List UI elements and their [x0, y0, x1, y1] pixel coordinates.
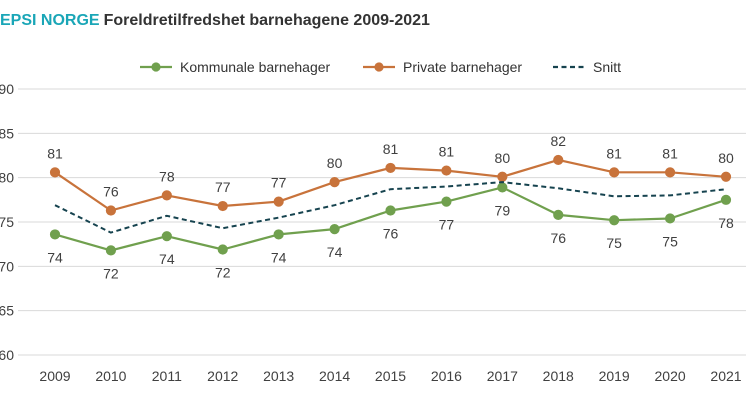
data-label-kommunale-barnehager-2016: 77	[439, 217, 455, 233]
marker-private-barnehager-2021	[720, 171, 732, 182]
data-label-kommunale-barnehager-2017: 79	[495, 202, 511, 218]
data-label-kommunale-barnehager-2012: 72	[215, 264, 231, 280]
y-tick-80: 80	[0, 170, 14, 186]
marker-private-barnehager-2014	[329, 177, 340, 188]
marker-private-barnehager-2010	[105, 205, 117, 216]
y-tick-70: 70	[0, 258, 14, 274]
data-label-private-barnehager-2013: 77	[271, 175, 287, 191]
marker-kommunale-barnehager-2010	[105, 245, 117, 256]
chart-title: EPSI NORGE Foreldretilfredshet barnehagen…	[0, 12, 430, 30]
chart-series	[49, 154, 732, 256]
marker-kommunale-barnehager-2014	[329, 223, 340, 235]
x-tick-2015: 2015	[375, 368, 406, 384]
y-tick-90: 90	[0, 81, 14, 97]
data-label-kommunale-barnehager-2020: 75	[662, 233, 678, 249]
legend-marker-private-barnehager	[374, 62, 384, 72]
data-label-kommunale-barnehager-2014: 74	[327, 244, 343, 260]
data-label-kommunale-barnehager-2021: 78	[718, 215, 734, 231]
data-label-private-barnehager-2017: 80	[495, 150, 511, 166]
x-tick-2011: 2011	[152, 368, 182, 384]
legend-marker-kommunale-barnehager	[151, 62, 161, 72]
x-tick-2018: 2018	[543, 368, 574, 384]
marker-private-barnehager-2012	[217, 200, 228, 212]
x-tick-2019: 2019	[599, 368, 630, 384]
data-label-private-barnehager-2011: 78	[159, 168, 175, 184]
x-tick-2014: 2014	[319, 368, 350, 384]
legend-label-snitt: Snitt	[593, 59, 621, 75]
y-tick-85: 85	[0, 125, 14, 141]
data-label-private-barnehager-2020: 81	[662, 145, 678, 161]
data-label-private-barnehager-2015: 81	[383, 141, 399, 157]
marker-kommunale-barnehager-2021	[720, 194, 732, 205]
data-label-private-barnehager-2010: 76	[103, 183, 119, 199]
data-label-private-barnehager-2009: 81	[47, 145, 63, 161]
marker-kommunale-barnehager-2019	[609, 215, 620, 226]
legend-label-kommunale-barnehager: Kommunale barnehager	[180, 59, 331, 75]
data-label-private-barnehager-2021: 80	[718, 150, 734, 166]
marker-kommunale-barnehager-2017	[497, 182, 508, 193]
data-label-kommunale-barnehager-2013: 74	[271, 249, 287, 265]
data-label-private-barnehager-2016: 81	[439, 144, 455, 160]
marker-private-barnehager-2017	[497, 171, 508, 182]
x-tick-2016: 2016	[431, 368, 462, 384]
marker-private-barnehager-2020	[664, 167, 676, 178]
marker-kommunale-barnehager-2018	[553, 209, 564, 221]
x-tick-2010: 2010	[95, 368, 126, 384]
x-tick-2020: 2020	[655, 368, 686, 384]
data-label-kommunale-barnehager-2010: 72	[103, 265, 119, 281]
y-tick-60: 60	[0, 347, 14, 363]
data-label-kommunale-barnehager-2019: 75	[606, 235, 622, 251]
data-label-private-barnehager-2014: 80	[327, 155, 343, 171]
marker-kommunale-barnehager-2009	[49, 229, 61, 240]
brand-name: EPSI NORGE	[0, 12, 100, 29]
marker-private-barnehager-2019	[609, 167, 620, 178]
data-label-kommunale-barnehager-2011: 74	[159, 251, 175, 267]
data-label-private-barnehager-2018: 82	[550, 133, 566, 149]
marker-private-barnehager-2015	[385, 162, 396, 174]
series-line-snitt	[54, 181, 727, 234]
marker-kommunale-barnehager-2011	[161, 231, 172, 242]
x-axis-ticks: 2009 2010 2011 2012 2013 2014 2015 2016 2017 2018…	[39, 368, 741, 384]
y-tick-75: 75	[0, 214, 14, 230]
marker-kommunale-barnehager-2020	[664, 213, 676, 224]
x-tick-2021: 2021	[710, 368, 741, 384]
chart-title-text: Foreldretilfredshet barnehagene 2009-202…	[103, 12, 430, 29]
marker-private-barnehager-2018	[553, 154, 564, 166]
y-axis-ticks: 60 65 70 75 80 85 90	[0, 81, 14, 363]
x-tick-2009: 2009	[39, 368, 70, 384]
marker-private-barnehager-2009	[49, 167, 61, 178]
chart-gridlines	[18, 88, 746, 356]
chart-legend: Kommunale barnehager Private barnehager Sn…	[140, 59, 621, 75]
marker-private-barnehager-2016	[441, 165, 452, 176]
marker-kommunale-barnehager-2015	[385, 205, 396, 216]
x-tick-2013: 2013	[263, 368, 294, 384]
data-label-kommunale-barnehager-2015: 76	[383, 225, 399, 241]
data-label-private-barnehager-2012: 77	[215, 179, 231, 195]
y-tick-65: 65	[0, 303, 14, 319]
data-label-kommunale-barnehager-2018: 76	[550, 230, 566, 246]
marker-private-barnehager-2011	[161, 190, 172, 201]
data-label-kommunale-barnehager-2009: 74	[47, 249, 63, 265]
marker-kommunale-barnehager-2012	[217, 244, 228, 255]
marker-kommunale-barnehager-2013	[273, 229, 284, 240]
x-tick-2012: 2012	[207, 368, 238, 384]
marker-private-barnehager-2013	[273, 196, 284, 207]
data-label-private-barnehager-2019: 81	[606, 145, 622, 161]
data-labels: 74 72 74 72 74 74 76 77 79 76 75 75 78 81 76 78 77 77 80 81…	[47, 133, 734, 281]
legend-label-private-barnehager: Private barnehager	[403, 59, 522, 75]
x-tick-2017: 2017	[487, 368, 518, 384]
marker-kommunale-barnehager-2016	[441, 196, 452, 207]
